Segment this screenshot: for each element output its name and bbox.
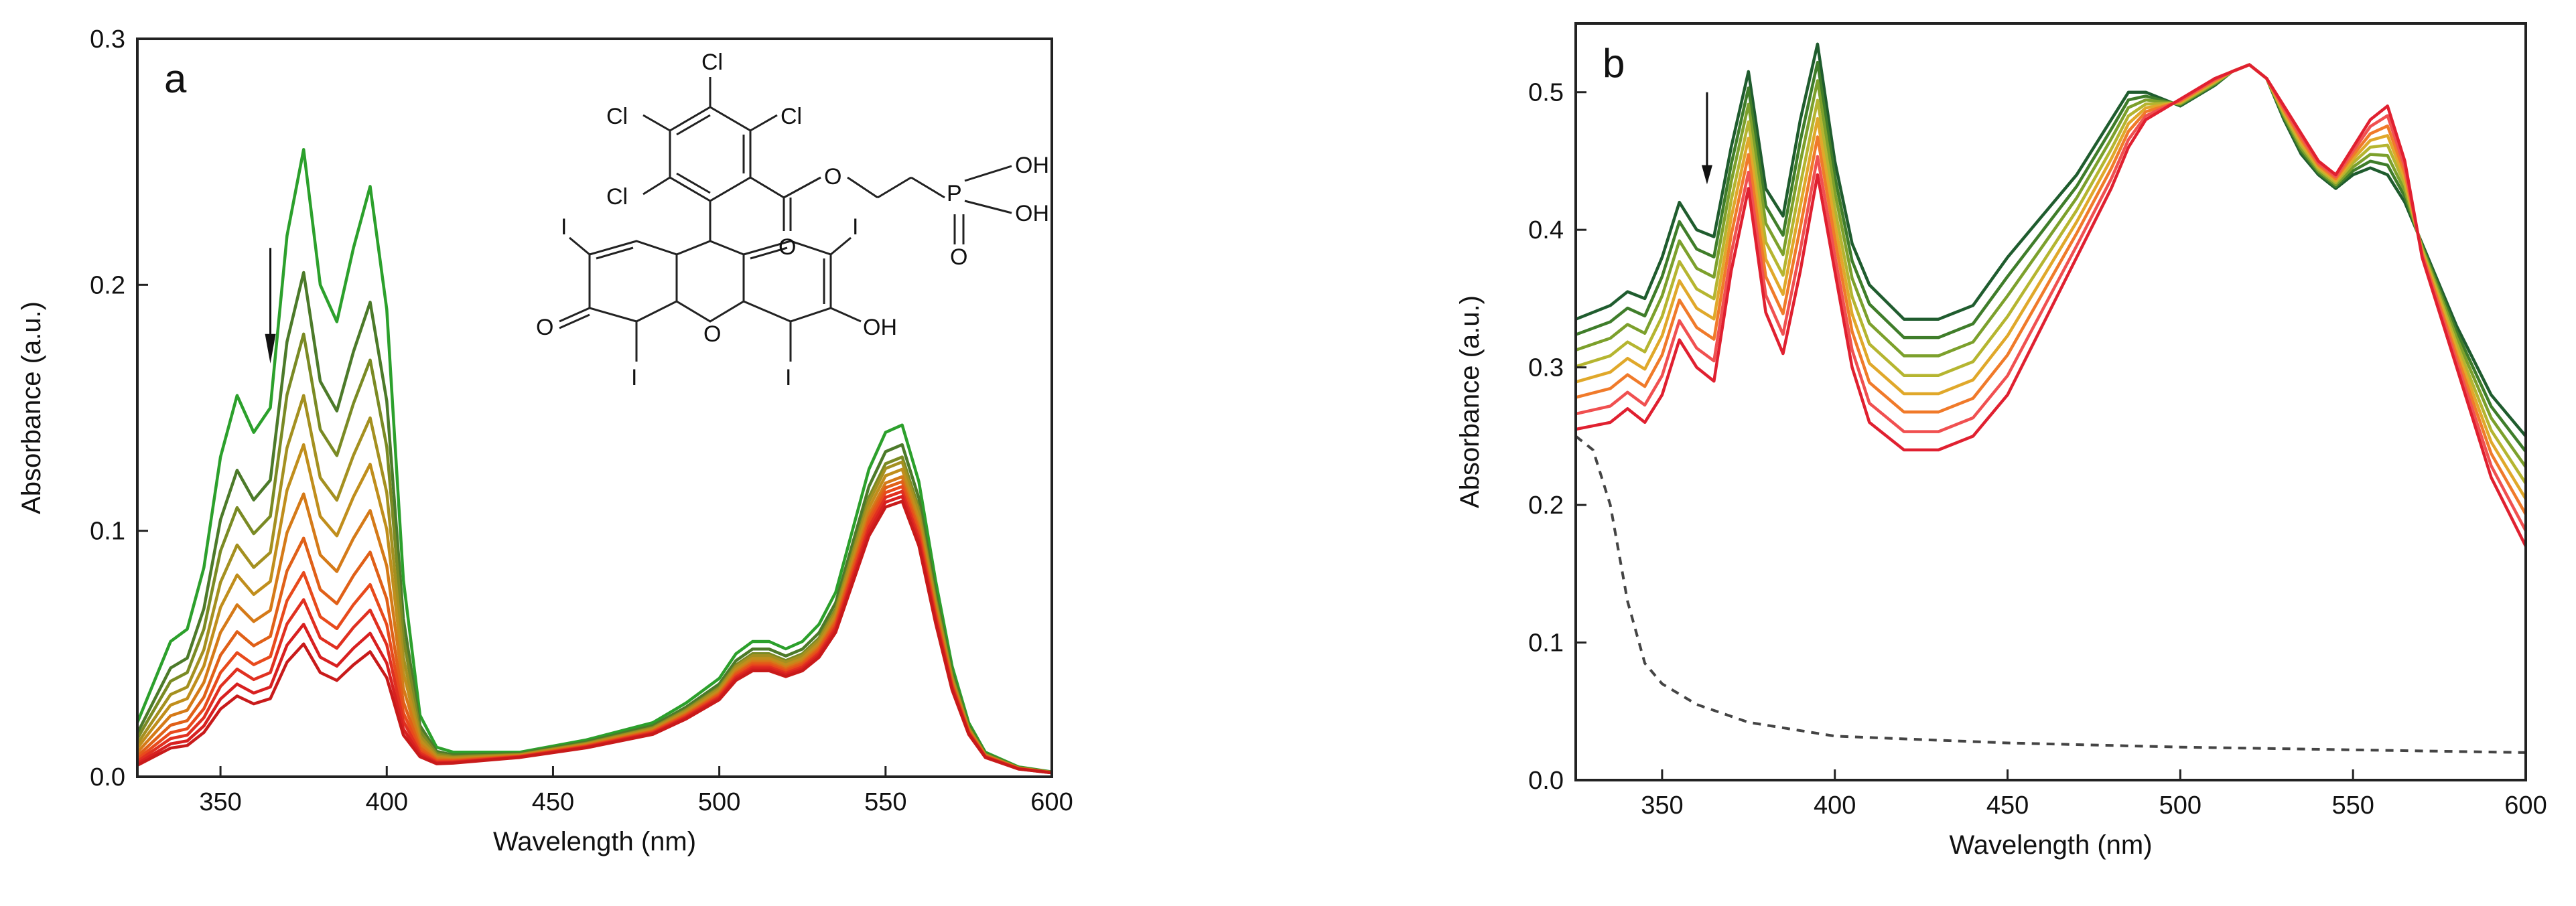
b-y-tick-label: 0.4	[1528, 216, 1564, 244]
b-y-tick-label: 0.3	[1528, 354, 1564, 382]
panel-b-series-t4	[1575, 63, 2527, 485]
panel-b-series-t5	[1575, 63, 2527, 500]
panel-b-series-t7	[1575, 63, 2527, 532]
a-x-tick-label: 600	[1030, 788, 1073, 816]
panel-b-series-t3	[1575, 63, 2527, 468]
b-x-tick-label: 400	[1814, 791, 1856, 820]
b-y-tick-label: 0.5	[1528, 79, 1564, 107]
a-x-tick-label: 450	[532, 788, 574, 816]
panel-b-y-axis-title: Absorbance (a.u.)	[1455, 295, 1485, 508]
atom-o-carbonyl: O	[536, 315, 553, 340]
atom-i-upper-right: I	[852, 214, 858, 240]
b-y-tick-label: 0.2	[1528, 492, 1564, 520]
atom-oh-phosphonate-2: OH	[1015, 201, 1049, 226]
a-x-tick-label: 500	[698, 788, 740, 816]
panel-a-y-axis-title: Absorbance (a.u.)	[17, 301, 46, 514]
panel-a-series-group	[135, 148, 1053, 775]
b-x-tick-label: 450	[1986, 791, 2029, 820]
atom-cl-left: Cl	[606, 104, 628, 129]
panel-b-reference-dashed-line	[1574, 435, 2526, 754]
chemical-structure-labels: Cl Cl Cl Cl I I I I O O OH O O P OH OH O	[536, 50, 1049, 390]
a-y-tick-label: 0.3	[90, 25, 125, 54]
panel-b-series-t1	[1575, 42, 2527, 437]
panel-b-x-axis-title: Wavelength (nm)	[1949, 830, 2152, 860]
panel-a-ticks: 350 400 450 500 550 600 0.0 0.1 0.2 0.3	[90, 25, 1073, 816]
atom-oh-xanthene: OH	[863, 315, 897, 340]
atom-cl-bottom: Cl	[606, 184, 628, 210]
panel-a-arrow-head	[265, 333, 276, 364]
panel-b: 350 400 450 500 550 600 0.0 0.1 0.2 0.3 0.4 0.5 b W…	[1455, 22, 2547, 860]
atom-o-ester-carbonyl: O	[778, 234, 796, 260]
a-x-tick-label: 400	[366, 788, 408, 816]
panel-a-arrow-annotation	[265, 248, 276, 364]
b-x-tick-label: 350	[1641, 791, 1683, 820]
atom-o-ester: O	[824, 164, 841, 190]
panel-b-letter: b	[1603, 41, 1625, 86]
chemical-structure	[559, 77, 1012, 362]
panel-a-series-t1	[135, 148, 1053, 773]
b-x-tick-label: 600	[2504, 791, 2547, 820]
panel-a-series-t11	[136, 500, 1053, 775]
panel-b-series-t6	[1575, 63, 2527, 516]
panel-b-arrow-head	[1701, 165, 1712, 185]
a-x-tick-label: 550	[864, 788, 906, 816]
atom-cl-right: Cl	[781, 104, 802, 129]
b-y-tick-label: 0.1	[1528, 629, 1564, 658]
panel-a-series-t2	[135, 271, 1053, 774]
atom-p: P	[947, 181, 962, 206]
atom-i-lower-right: I	[785, 365, 791, 390]
atom-i-upper-left: I	[561, 214, 567, 240]
a-y-tick-label: 0.0	[90, 763, 125, 791]
atom-i-lower-left: I	[631, 365, 637, 390]
a-y-tick-label: 0.2	[90, 271, 125, 299]
panel-b-arrow-annotation	[1701, 92, 1712, 185]
panel-b-series-t8	[1575, 63, 2528, 547]
panel-b-series-group	[1574, 42, 2528, 754]
b-y-tick-label: 0.0	[1528, 767, 1564, 795]
a-y-tick-label: 0.1	[90, 518, 125, 546]
b-x-tick-label: 550	[2331, 791, 2374, 820]
atom-cl-top: Cl	[701, 50, 723, 75]
atom-o-phosphoryl: O	[950, 244, 967, 270]
a-x-tick-label: 350	[199, 788, 241, 816]
atom-oh-phosphonate-1: OH	[1015, 153, 1049, 178]
panel-a-x-axis-title: Wavelength (nm)	[493, 827, 696, 856]
panel-a-plot-frame	[136, 37, 1053, 778]
panel-b-plot-frame	[1574, 22, 2527, 781]
b-x-tick-label: 500	[2159, 791, 2201, 820]
panel-b-series-t2	[1575, 60, 2527, 453]
panel-a-letter: a	[164, 56, 187, 101]
panel-a: 350 400 450 500 550 600 0.0 0.1 0.2 0.3 a Wavelen…	[17, 25, 1073, 856]
panel-b-ticks: 350 400 450 500 550 600 0.0 0.1 0.2 0.3 0.4 0.5	[1528, 79, 2547, 820]
atom-o-ring: O	[703, 321, 721, 347]
